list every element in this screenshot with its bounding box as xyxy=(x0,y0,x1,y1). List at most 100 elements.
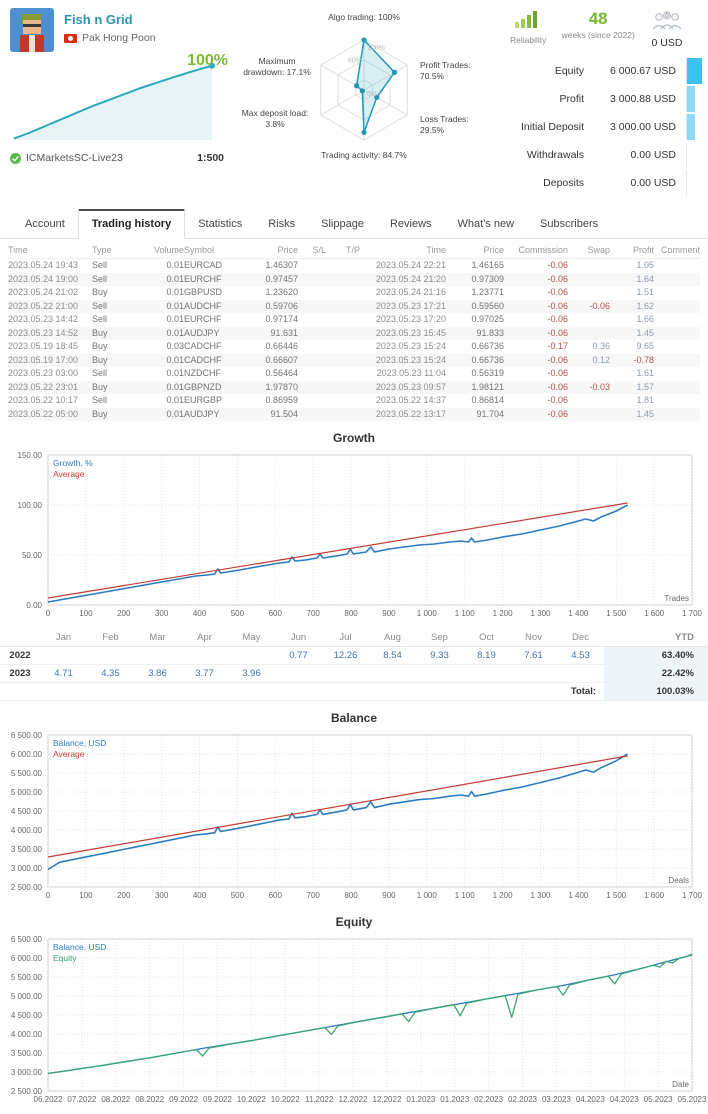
y-axis-tick: 6 000.00 xyxy=(10,750,42,759)
trade-cell: -0.06 xyxy=(547,327,568,338)
tab-account[interactable]: Account xyxy=(25,218,65,230)
trade-cell: 2023.05.23 03:00 xyxy=(8,368,79,378)
author-name[interactable]: Pak Hong Poon xyxy=(82,32,156,44)
weeks-kpi: 48 weeks (since 2022) xyxy=(562,10,635,49)
x-axis-tick: 0 xyxy=(45,891,51,900)
trade-row: 2023.05.22 23:01 Buy 0.01 GBPNZD 1.97870 2023… xyxy=(8,380,700,394)
monthly-month-header: Feb xyxy=(102,632,119,643)
trade-cell: 2023.05.22 05:00 xyxy=(8,408,79,419)
equity-chart-title: Equity xyxy=(335,915,373,929)
y-axis-tick: 100.00 xyxy=(17,501,42,510)
trade-cell: 2023.05.23 14:52 xyxy=(8,327,79,338)
tab-trading-history[interactable]: Trading history xyxy=(77,209,186,239)
trade-cell: 0.97309 xyxy=(471,273,504,284)
monthly-month-header: Aug xyxy=(384,632,401,643)
trade-cell xyxy=(654,408,700,422)
x-axis-tick: 500 xyxy=(230,891,245,900)
trade-cell xyxy=(568,327,610,341)
x-axis-tick: 200 xyxy=(117,891,131,900)
stat-bar-zone xyxy=(686,58,702,84)
monthly-value-cell: 3.96 xyxy=(242,668,261,679)
tab-whats-new[interactable]: What's new xyxy=(457,218,515,230)
x-axis-tick: 1 000 xyxy=(416,609,437,618)
tab-subscribers[interactable]: Subscribers xyxy=(540,218,599,230)
trade-cell xyxy=(326,340,360,354)
trade-cell: GBPNZD xyxy=(184,381,222,392)
x-axis-tick: 1 700 xyxy=(681,609,703,618)
trade-cell: 0.03 xyxy=(166,341,184,351)
x-axis-tick: 10.2022 xyxy=(236,1095,266,1104)
trade-row: 2023.05.23 03:00 Sell 0.01 NZDCHF 0.56464 202… xyxy=(8,367,700,381)
trades-header-cell: Time xyxy=(8,245,28,255)
x-axis-tick: 03.2023 xyxy=(541,1095,571,1104)
trade-cell xyxy=(654,259,700,273)
trade-cell xyxy=(568,259,610,273)
trades-header-row: Time Type Volume Symbol Price S/L T/P Time Price… xyxy=(8,243,700,259)
avatar[interactable] xyxy=(10,8,54,52)
legend-entry: Balance, USD xyxy=(53,942,107,952)
stat-row: Deposits 0.00 USD xyxy=(496,169,702,197)
radar-label-maximum-drawdown: Maximum drawdown: 17.1% xyxy=(243,56,311,77)
y-axis-tick: 3 500.00 xyxy=(10,845,42,854)
trade-cell: 2023.05.24 21:16 xyxy=(375,287,446,297)
weeks-label: weeks (since 2022) xyxy=(561,29,635,40)
trade-cell: NZDCHF xyxy=(184,368,221,378)
trade-cell: 0.97174 xyxy=(265,314,298,324)
growth-sparkline: 100% xyxy=(10,52,238,150)
trade-cell: Buy xyxy=(92,287,108,297)
trade-cell: -0.06 xyxy=(547,381,568,392)
tab-risks[interactable]: Risks xyxy=(268,218,296,230)
trade-cell xyxy=(326,394,360,408)
trade-cell xyxy=(298,300,326,314)
signal-title: Fish n Grid xyxy=(64,12,133,27)
trade-cell: Sell xyxy=(92,260,108,270)
monthly-month-header: Apr xyxy=(197,632,212,643)
trade-cell: -0.06 xyxy=(547,395,568,405)
tab-reviews[interactable]: Reviews xyxy=(389,218,432,230)
trade-cell: 0.01 xyxy=(166,260,184,270)
trade-cell: 2023.05.22 10:17 xyxy=(8,395,79,405)
trade-cell: 2023.05.22 23:01 xyxy=(8,381,79,392)
svg-text:100%: 100% xyxy=(367,45,385,52)
radar-chart: 100% 60% 0% xyxy=(244,18,484,165)
x-axis-tick: 04.2023 xyxy=(609,1095,639,1104)
radar-label-trading-activity: Trading activity: 84.7% xyxy=(321,150,407,160)
radar-label-profit-trades: Profit Trades: 70.5% xyxy=(420,60,471,81)
trades-header-cell: Volume xyxy=(153,245,184,255)
tab-statistics[interactable]: Statistics xyxy=(198,218,243,230)
x-axis-tick: 01.2023 xyxy=(406,1095,436,1104)
monthly-month-header: May xyxy=(242,632,261,643)
monthly-value-cell: 7.61 xyxy=(524,650,543,661)
reliability-kpi: Reliability xyxy=(510,10,546,49)
x-axis-tick: 12.2022 xyxy=(338,1095,368,1104)
price-kpi: 0 0 USD xyxy=(650,10,684,49)
chart-legend: Balance, USD Average xyxy=(53,738,106,760)
trade-cell: -0.06 xyxy=(547,408,568,419)
trade-cell: 1.57 xyxy=(636,381,654,392)
trade-cell: Sell xyxy=(92,300,108,311)
y-axis-tick: 50.00 xyxy=(21,551,42,560)
trade-cell: -0.17 xyxy=(547,341,568,351)
monthly-value-cell: 0.77 xyxy=(289,650,308,661)
monthly-ytd-value: 22.42% xyxy=(604,665,708,682)
trade-cell xyxy=(654,327,700,341)
growth-percent-badge: 100% xyxy=(187,52,228,69)
trade-row: 2023.05.22 10:17 Sell 0.01 EURGBP 0.86959 202… xyxy=(8,394,700,408)
x-axis-tick: 500 xyxy=(230,609,245,618)
trades-header-cell: Price xyxy=(483,245,504,255)
trade-cell: -0.06 xyxy=(547,314,568,324)
trade-cell: 0.01 xyxy=(166,314,184,324)
tab-slippage[interactable]: Slippage xyxy=(321,218,364,230)
trade-cell: -0.06 xyxy=(547,273,568,284)
signal-header: Fish n Grid Pak Hong Poon 100% I xyxy=(0,0,708,201)
trade-cell: 1.23771 xyxy=(471,287,504,297)
y-axis-tick: 3 500.00 xyxy=(10,1049,42,1058)
trade-cell: 1.23620 xyxy=(265,287,298,297)
monthly-total-value: 100.03% xyxy=(604,683,708,700)
trade-cell: 1.05 xyxy=(636,260,654,270)
legend-entry: Growth, % xyxy=(53,458,93,468)
x-axis-tick: 200 xyxy=(117,609,131,618)
monthly-value-cell: 4.35 xyxy=(101,668,120,679)
trade-cell: 0.97025 xyxy=(471,314,504,324)
